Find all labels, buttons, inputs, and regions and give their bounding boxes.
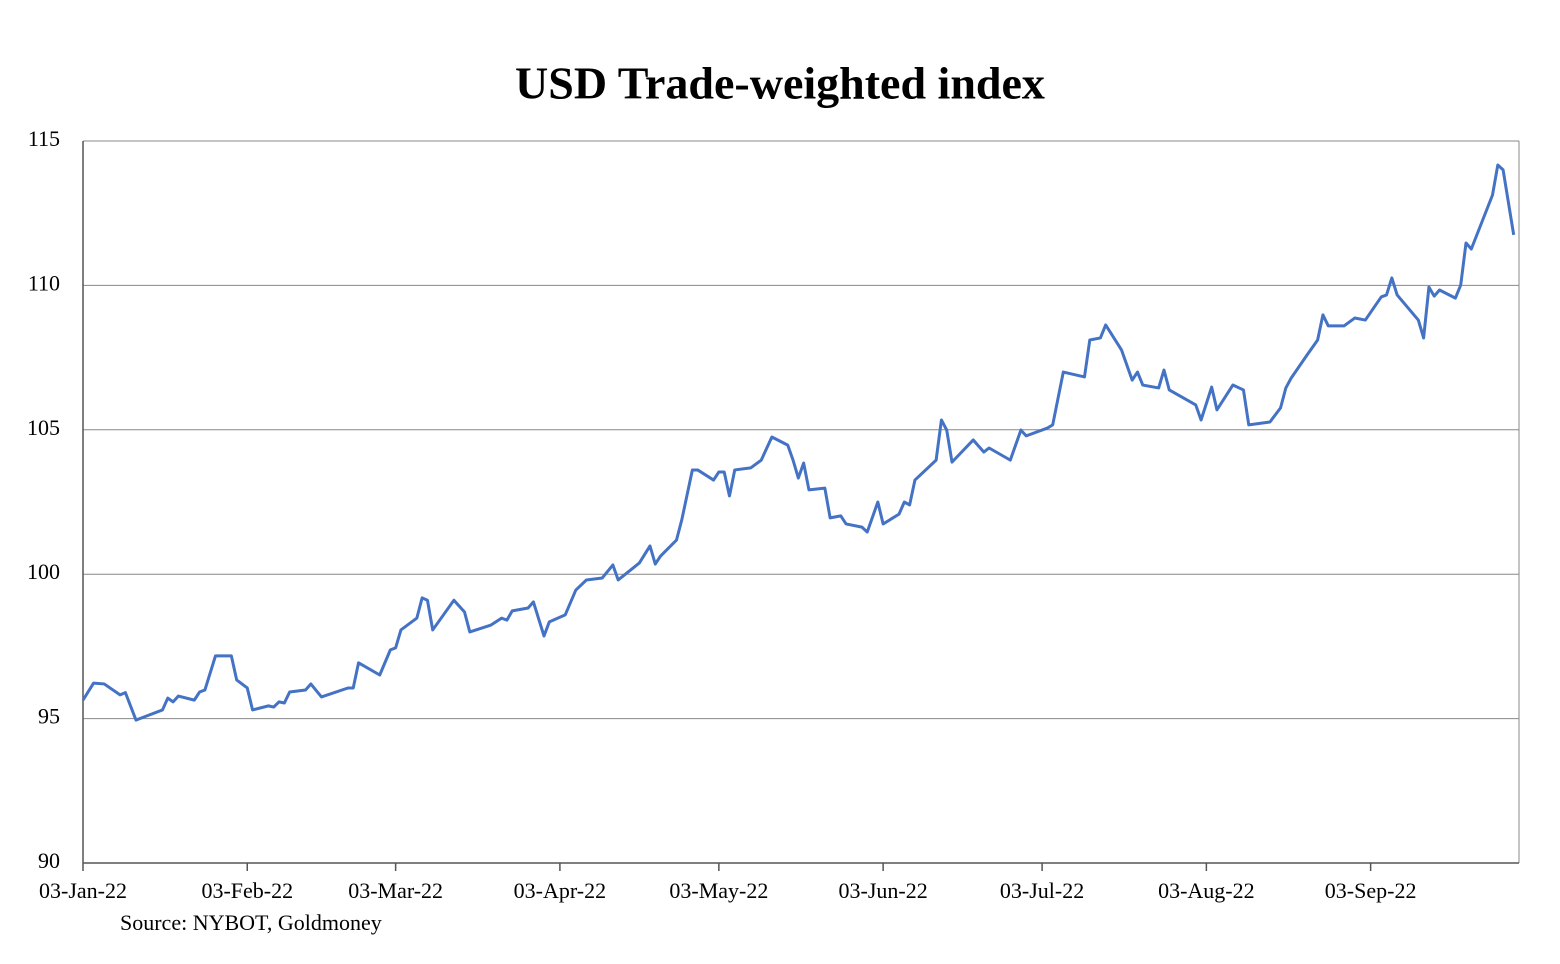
x-tick-label: 03-Sep-22 — [1325, 878, 1417, 903]
x-tick-label: 03-Feb-22 — [201, 878, 293, 903]
x-tick-label: 03-Jan-22 — [39, 878, 127, 903]
chart-title: USD Trade-weighted index — [515, 58, 1045, 109]
y-tick-label: 95 — [38, 704, 60, 729]
x-tick-label: 03-Apr-22 — [514, 878, 606, 903]
x-tick-label: 03-Aug-22 — [1158, 878, 1255, 903]
y-tick-label: 100 — [27, 559, 60, 584]
data-line — [81, 163, 1516, 722]
y-tick-label: 105 — [27, 415, 60, 440]
x-tick-label: 03-Jun-22 — [839, 878, 928, 903]
source-note: Source: NYBOT, Goldmoney — [120, 910, 382, 935]
x-tick-label: 03-Jul-22 — [1000, 878, 1084, 903]
y-tick-label: 110 — [28, 270, 60, 295]
y-tick-label: 90 — [38, 848, 60, 873]
y-tick-label: 115 — [28, 126, 60, 151]
x-tick-label: 03-Mar-22 — [348, 878, 443, 903]
x-tick-label: 03-May-22 — [669, 878, 768, 903]
